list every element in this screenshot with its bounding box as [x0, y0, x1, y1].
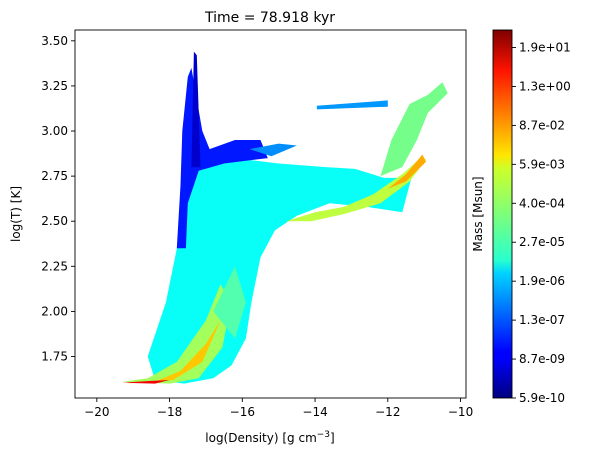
- region-4: [176, 67, 268, 249]
- region-9: [380, 82, 448, 177]
- x-tick-label: −16: [230, 405, 255, 419]
- phase-diagram-regions: [122, 51, 448, 384]
- colorbar-tick-label: 1.9e+01: [519, 41, 571, 55]
- y-tick-label: 2.75: [41, 169, 68, 183]
- region-11: [213, 266, 246, 339]
- y-tick-label: 1.75: [41, 350, 68, 364]
- colorbar-tick-label: 5.9e-10: [519, 391, 565, 405]
- colorbar-label: Mass [Msun]: [471, 176, 485, 251]
- region-7: [286, 156, 426, 222]
- region-2: [122, 320, 221, 384]
- colorbar-ticks: 5.9e-10 8.7e-09 1.3e-07 1.9e-06 2.7e-05 4.0e-…: [512, 41, 571, 405]
- colorbar-tick-label: 1.9e-06: [519, 274, 565, 288]
- x-axis-label-superscript: −3: [317, 430, 330, 440]
- x-axis-label: log(Density) [g cm−3]: [205, 430, 334, 445]
- colorbar-tick-label: 1.3e+00: [519, 79, 571, 93]
- colorbar-tick-label: 8.7e-02: [519, 118, 565, 132]
- x-tick-label: −20: [84, 405, 109, 419]
- colorbar-tick-label: 1.3e-07: [519, 313, 565, 327]
- region-5: [191, 51, 201, 168]
- y-tick-label: 3.25: [41, 79, 68, 93]
- chart-title: Time = 78.918 kyr: [204, 10, 335, 26]
- colorbar: [492, 29, 513, 399]
- x-tick-label: −12: [375, 405, 400, 419]
- x-axis-ticks: −20 −18 −16 −14 −12 −10: [84, 398, 473, 419]
- region-10: [316, 100, 388, 110]
- y-tick-label: 2.50: [41, 214, 68, 228]
- colorbar-tick-label: 8.7e-09: [519, 352, 565, 366]
- plot-frame: [74, 29, 467, 399]
- x-tick-label: −10: [448, 405, 473, 419]
- y-tick-label: 3.50: [41, 34, 68, 48]
- y-tick-label: 2.25: [41, 259, 68, 273]
- y-tick-label: 3.00: [41, 124, 68, 138]
- y-axis-ticks: 1.75 2.00 2.25 2.50 2.75 3.00 3.25 3.50: [41, 34, 75, 364]
- colorbar-tick-label: 2.7e-05: [519, 235, 565, 249]
- region-1: [122, 284, 232, 384]
- region-3: [122, 380, 170, 384]
- region-6: [249, 143, 297, 157]
- x-tick-label: −14: [302, 405, 327, 419]
- colorbar-tick-label: 4.0e-04: [519, 196, 565, 210]
- x-tick-label: −18: [157, 405, 182, 419]
- colorbar-tick-label: 5.9e-03: [519, 157, 565, 171]
- y-axis-label: log(T) [K]: [9, 186, 23, 242]
- y-tick-label: 2.00: [41, 304, 68, 318]
- region-8: [387, 154, 426, 189]
